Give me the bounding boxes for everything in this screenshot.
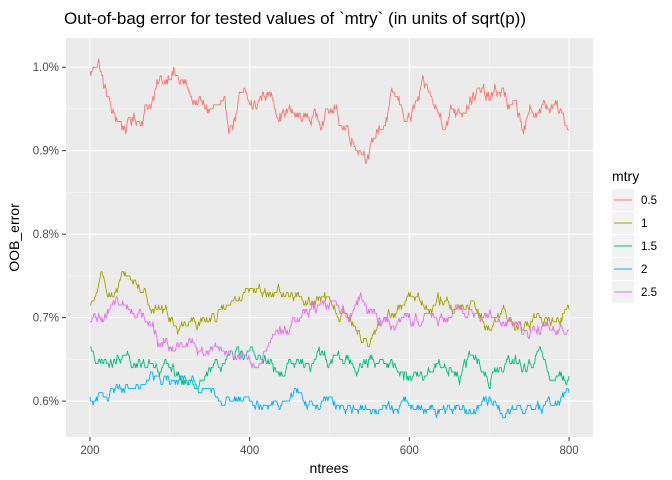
legend-label: 2.5	[641, 287, 657, 299]
y-axis: 0.6% 0.7% 0.8% 0.9% 1.0%	[33, 62, 66, 408]
x-tick-label: 800	[559, 445, 578, 457]
y-tick-label: 0.6%	[33, 396, 59, 408]
chart-title: Out-of-bag error for tested values of `m…	[64, 9, 526, 28]
legend-label: 0.5	[641, 195, 657, 207]
series-line-2_5	[89, 292, 570, 369]
y-axis-label: OOB_error	[6, 203, 22, 272]
series-line-2	[89, 371, 570, 419]
x-tick-label: 400	[240, 445, 259, 457]
y-tick-label: 1.0%	[33, 62, 59, 74]
x-tick-label: 200	[80, 445, 99, 457]
series-line-1	[89, 271, 570, 348]
legend-label: 1.5	[641, 241, 657, 253]
y-tick-label: 0.7%	[33, 313, 59, 325]
x-tick-label: 600	[400, 445, 419, 457]
legend-label: 1	[641, 218, 647, 230]
x-axis: 200 400 600 800	[80, 437, 579, 457]
legend: mtry 0.5 1 1.5 2 2.5	[612, 168, 657, 303]
legend-label: 2	[641, 264, 647, 276]
series-line-1_5	[89, 346, 570, 390]
major-grid	[66, 38, 593, 437]
series-line-0_5	[89, 58, 570, 164]
x-axis-label: ntrees	[310, 460, 349, 476]
legend-title: mtry	[612, 168, 639, 184]
minor-grid	[66, 38, 593, 437]
y-tick-label: 0.8%	[33, 229, 59, 241]
series-layer	[89, 58, 570, 419]
y-tick-label: 0.9%	[33, 146, 59, 158]
